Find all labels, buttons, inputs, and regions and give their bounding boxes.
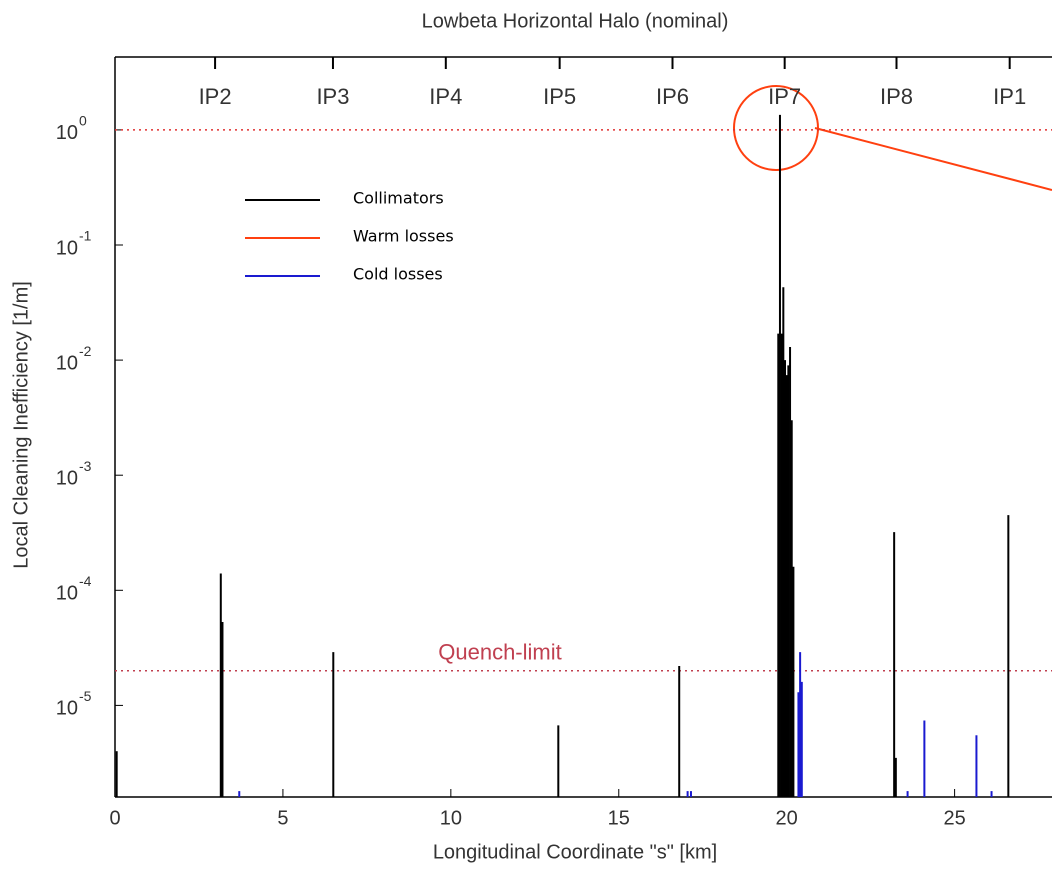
x-tick-label: 10 [440,807,462,829]
y-tick-exponent: -1 [79,228,92,244]
chart-title: Lowbeta Horizontal Halo (nominal) [422,10,729,32]
legend-label: Collimators [353,189,444,208]
y-tick-exponent: -2 [79,343,92,359]
ip-label: IP7 [768,84,801,109]
ip-label: IP6 [656,84,689,109]
y-tick-exponent: -4 [79,573,92,589]
x-tick-label: 15 [608,807,630,829]
y-axis-label: Local Cleaning Inefficiency [1/m] [10,281,32,569]
x-tick-label: 0 [109,807,120,829]
x-tick-label: 20 [776,807,798,829]
ip-label: IP4 [429,84,462,109]
y-tick-exponent: 0 [79,113,87,129]
ip-label: IP1 [993,84,1026,109]
y-tick-label: 10 [56,583,78,605]
x-tick-label: 5 [277,807,288,829]
x-axis-label: Longitudinal Coordinate "s" [km] [433,841,717,863]
reference-label: Quench-limit [438,640,561,665]
ip-label: IP5 [543,84,576,109]
legend-label: Cold losses [353,265,443,284]
ip-label: IP2 [199,84,232,109]
y-tick-exponent: -3 [79,458,92,474]
y-tick-label: 10 [56,467,78,489]
y-tick-label: 10 [56,122,78,144]
y-tick-label: 10 [56,698,78,720]
ip-label: IP3 [316,84,349,109]
legend-label: Warm losses [353,227,454,246]
ip-label: IP8 [880,84,913,109]
y-tick-label: 10 [56,237,78,259]
annotation-arrow [814,127,1052,191]
y-tick-exponent: -5 [79,688,92,704]
y-tick-label: 10 [56,352,78,374]
x-tick-label: 25 [943,807,965,829]
